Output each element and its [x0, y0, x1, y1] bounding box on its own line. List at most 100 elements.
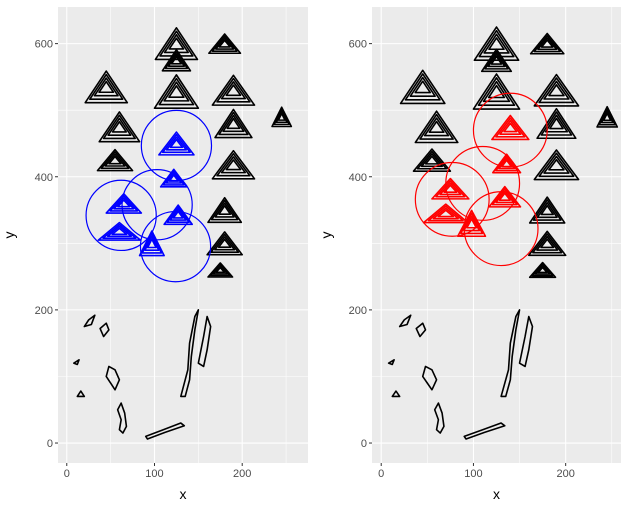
y-tick-label: 0: [47, 438, 53, 450]
highlighted-contour: [141, 232, 163, 254]
highlight-circle: [139, 210, 212, 283]
contour-blob: [500, 309, 521, 398]
contour-triangle: [484, 50, 509, 70]
contour-triangle: [531, 263, 554, 277]
contour-blob: [398, 314, 412, 328]
highlighted-contour: [498, 192, 511, 201]
highlighted-contour: [169, 138, 184, 149]
y-tick-label: 600: [35, 39, 53, 51]
contour-triangle: [528, 196, 566, 224]
highlighted-contour: [466, 218, 478, 229]
y-axis-title: y: [1, 232, 17, 239]
contour-triangle: [528, 261, 557, 279]
contour-triangle: [220, 81, 247, 100]
contour-triangle: [214, 202, 235, 218]
contour-blob: [463, 422, 506, 440]
contour-triangle: [210, 199, 239, 221]
contour-triangle: [207, 262, 234, 278]
contour-blob: [433, 402, 445, 434]
highlighted-contour: [435, 180, 466, 198]
highlighted-contour: [111, 227, 128, 236]
contour-triangle: [226, 117, 241, 130]
contour-triangle: [206, 231, 244, 256]
contour-triangle: [216, 153, 251, 177]
highlighted-contour: [97, 221, 142, 241]
contour-triangle: [533, 149, 580, 181]
contour-triangle: [98, 111, 141, 143]
contour-triangle: [158, 77, 195, 106]
highlighted-contour: [166, 206, 190, 224]
contour-triangle: [111, 120, 128, 133]
contour-triangle: [482, 80, 511, 103]
highlight-circle: [121, 169, 193, 241]
contour-triangle: [536, 235, 559, 251]
contour-triangle: [211, 74, 256, 106]
contour-triangle: [533, 34, 561, 53]
contour-triangle: [211, 35, 238, 52]
contour-triangle: [423, 117, 450, 137]
contour-triangle: [543, 155, 570, 174]
contour-blob: [415, 322, 427, 338]
highlighted-contour: [491, 114, 530, 141]
highlighted-contour: [495, 190, 515, 204]
contour-triangle: [170, 55, 182, 65]
highlighted-contour: [165, 136, 188, 151]
contour-triangle: [477, 77, 516, 107]
contour-triangle: [215, 37, 235, 50]
contour-blob: [83, 314, 96, 328]
highlighted-contour: [460, 212, 484, 235]
highlighted-contour: [102, 223, 137, 239]
highlight-circle: [85, 179, 157, 252]
contour-triangle: [424, 155, 440, 165]
contour-triangle: [211, 149, 256, 180]
contour-blob: [421, 365, 438, 391]
highlighted-contour: [499, 119, 522, 136]
contour-triangle: [218, 205, 232, 216]
contour-triangle: [532, 199, 562, 221]
x-axis-title: x: [493, 486, 500, 502]
y-tick-label: 600: [349, 39, 367, 51]
contour-blob: [72, 359, 80, 366]
contour-triangle: [273, 108, 291, 126]
contour-triangle: [222, 114, 245, 133]
contour-triangle: [168, 85, 185, 99]
contour-triangle: [540, 238, 555, 249]
contour-triangle: [210, 233, 240, 254]
contour-triangle: [537, 37, 558, 51]
contour-triangle: [414, 110, 459, 144]
highlight-circle: [140, 109, 213, 182]
contour-triangle: [548, 158, 565, 171]
contour-triangle: [549, 117, 564, 130]
highlighted-contour: [427, 205, 464, 222]
contour-triangle: [218, 39, 231, 48]
highlighted-contour: [443, 184, 458, 193]
contour-triangle: [600, 110, 614, 124]
highlighted-contour: [138, 230, 165, 257]
contour-blob: [99, 322, 110, 338]
contour-triangle: [98, 80, 115, 94]
highlighted-contour: [498, 157, 516, 170]
x-tick-label: 100: [464, 468, 482, 480]
highlight-circle: [472, 92, 548, 168]
contour-triangle: [540, 111, 573, 136]
contour-triangle: [473, 26, 520, 62]
contour-triangle: [487, 53, 506, 68]
y-tick-label: 400: [35, 172, 53, 184]
highlighted-contour: [169, 208, 187, 221]
panel-left: 0 100 200 0 200 400 600 x y: [1, 7, 308, 502]
contour-triangle: [472, 73, 521, 110]
contour-blob: [144, 422, 186, 440]
highlighted-contour: [109, 195, 139, 212]
highlighted-contour: [105, 192, 143, 214]
contour-triangle: [84, 70, 129, 104]
contour-triangle: [540, 204, 554, 216]
contour-triangle: [89, 73, 124, 100]
contour-triangle: [108, 155, 122, 165]
x-tick-label: 0: [378, 468, 384, 480]
highlighted-contour: [439, 182, 462, 196]
contour-blob: [391, 390, 401, 398]
highlighted-contour: [503, 122, 518, 133]
contour-triangle: [534, 265, 551, 275]
contour-triangle: [428, 120, 445, 133]
